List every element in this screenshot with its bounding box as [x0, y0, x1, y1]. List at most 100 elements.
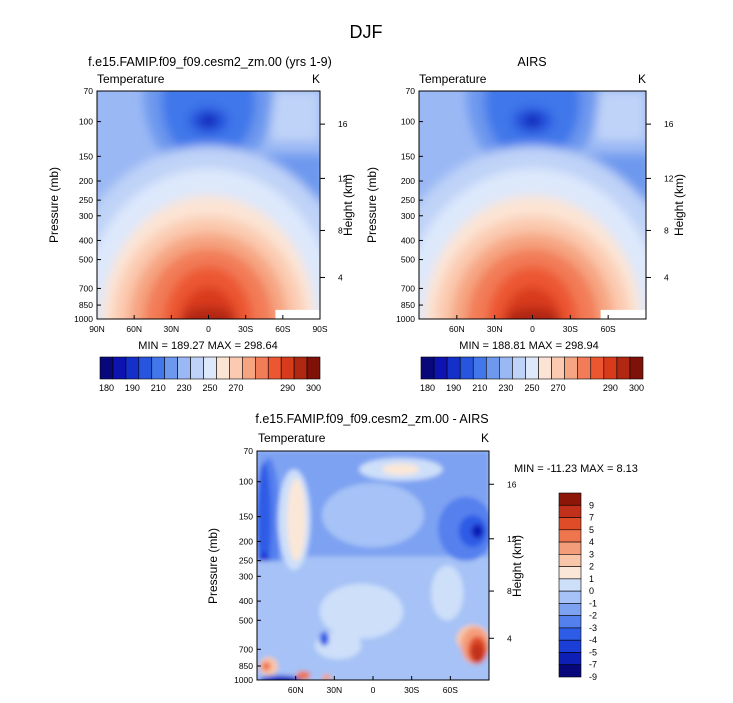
field-band	[270, 91, 320, 142]
colorbar-swatch	[499, 356, 513, 380]
colorbar-swatch	[538, 356, 552, 380]
colorbar-swatch	[190, 356, 204, 380]
colorbar-swatch	[558, 529, 582, 543]
colorbar-swatch	[558, 566, 582, 580]
colorbar-label: 190	[446, 383, 461, 393]
panel-model: f.e15.FAMIP.f09_f09.cesm2_zm.00 (yrs 1-9…	[47, 55, 355, 393]
colorbar-swatch	[267, 356, 282, 380]
y-tick-label: 70	[84, 86, 94, 96]
difference-field	[257, 451, 489, 680]
colorbar-label: 250	[202, 383, 217, 393]
height-tick-label: 12	[507, 534, 517, 544]
field-band	[273, 677, 297, 680]
y-axis-right-title: Height (km)	[672, 174, 686, 236]
colorbar-label: 0	[589, 586, 594, 596]
stats-label: MIN = 189.27 MAX = 298.64	[138, 340, 277, 352]
y-tick-label: 400	[239, 596, 253, 606]
page-title: DJF	[350, 22, 383, 42]
colorbar-swatch	[280, 356, 295, 380]
height-tick-label: 4	[507, 633, 512, 643]
colorbar-swatch	[446, 356, 461, 380]
y-tick-label: 150	[239, 512, 253, 522]
colorbar-swatch	[242, 356, 256, 380]
height-tick-label: 4	[664, 272, 669, 282]
x-tick-label: 60S	[443, 685, 458, 695]
colorbar-swatch	[558, 603, 582, 616]
axes: 70 100 150 200 250 300 400 500 700 850 1000 4 8 12 16 6…	[396, 86, 674, 334]
missing-data	[275, 309, 320, 319]
temperature-field	[419, 91, 646, 319]
y-tick-label: 200	[239, 536, 253, 546]
field-band	[471, 524, 484, 539]
y-tick-label: 100	[401, 117, 415, 127]
x-tick-label: 60S	[275, 324, 290, 334]
y-tick-label: 250	[401, 195, 415, 205]
y-tick-label: 300	[239, 571, 253, 581]
colorbar-swatch	[177, 356, 191, 380]
x-tick-label: 0	[371, 685, 376, 695]
variable-label: Temperature	[258, 431, 326, 445]
field-band	[287, 478, 306, 561]
y-tick-label: 300	[401, 211, 415, 221]
x-tick-label: 30N	[487, 324, 503, 334]
x-tick-label: 0	[206, 324, 211, 334]
y-tick-label: 500	[79, 255, 93, 265]
variable-label: Temperature	[419, 72, 487, 86]
plot-area	[257, 451, 489, 680]
colorbar-label: 250	[524, 383, 539, 393]
y-axis-title: Pressure (mb)	[206, 528, 220, 604]
colorbar-swatch	[558, 639, 582, 653]
colorbar-swatch	[472, 356, 487, 380]
colorbar-label: -4	[589, 635, 597, 645]
panel-title: f.e15.FAMIP.f09_f09.cesm2_zm.00 - AIRS	[255, 412, 488, 426]
y-tick-label: 250	[79, 195, 93, 205]
colorbar-swatch	[558, 517, 582, 531]
colorbar-swatch	[558, 590, 582, 604]
colorbar-swatch	[590, 356, 605, 380]
colorbar-swatch	[525, 356, 539, 380]
colorbar-swatch	[306, 356, 321, 380]
colorbar: 9 7 5 4 3 2 1 0 -1 -2 -3 -4 -5 -7 -9	[558, 492, 597, 682]
field-band	[319, 631, 329, 646]
colorbar-label: -2	[589, 611, 597, 621]
x-tick-label: 60N	[288, 685, 304, 695]
temperature-field	[97, 91, 320, 319]
colorbar-label: 2	[589, 562, 594, 572]
y-tick-label: 1000	[74, 314, 93, 324]
colorbar-label: 270	[551, 383, 566, 393]
height-tick-label: 16	[507, 479, 517, 489]
colorbar-swatch	[558, 652, 582, 666]
y-tick-label: 150	[401, 151, 415, 161]
colorbar-label: -1	[589, 598, 597, 608]
units-label: K	[312, 72, 320, 86]
colorbar-label: 270	[228, 383, 243, 393]
colorbar-swatch	[293, 356, 308, 380]
colorbar-swatch	[558, 554, 582, 567]
colorbar-swatch	[603, 356, 618, 380]
colorbar-swatch	[512, 356, 526, 380]
y-tick-label: 100	[239, 477, 253, 487]
colorbar: 180 190 210 230 250 270 290 300	[99, 356, 321, 393]
height-tick-label: 8	[664, 225, 669, 235]
colorbar-swatch	[629, 356, 644, 380]
height-tick-label: 12	[338, 173, 348, 183]
colorbar-label: -9	[589, 672, 597, 682]
panel-difference: f.e15.FAMIP.f09_f09.cesm2_zm.00 - AIRS T…	[206, 412, 638, 695]
field-band	[261, 661, 271, 671]
panel-title: f.e15.FAMIP.f09_f09.cesm2_zm.00 (yrs 1-9…	[88, 55, 332, 69]
x-tick-label: 30S	[238, 324, 253, 334]
field-band	[471, 643, 484, 662]
colorbar-swatch	[577, 356, 592, 380]
colorbar-label: 300	[629, 383, 644, 393]
colorbar-label: -3	[589, 623, 597, 633]
units-label: K	[638, 72, 646, 86]
colorbar-swatch	[112, 356, 127, 380]
x-tick-label: 90S	[312, 324, 327, 334]
x-tick-label: 90N	[89, 324, 105, 334]
colorbar-swatch	[216, 356, 230, 380]
colorbar-label: 290	[280, 383, 295, 393]
units-label: K	[481, 431, 489, 445]
y-tick-label: 200	[401, 176, 415, 186]
field-band	[319, 583, 404, 639]
colorbar-swatch	[203, 356, 217, 380]
